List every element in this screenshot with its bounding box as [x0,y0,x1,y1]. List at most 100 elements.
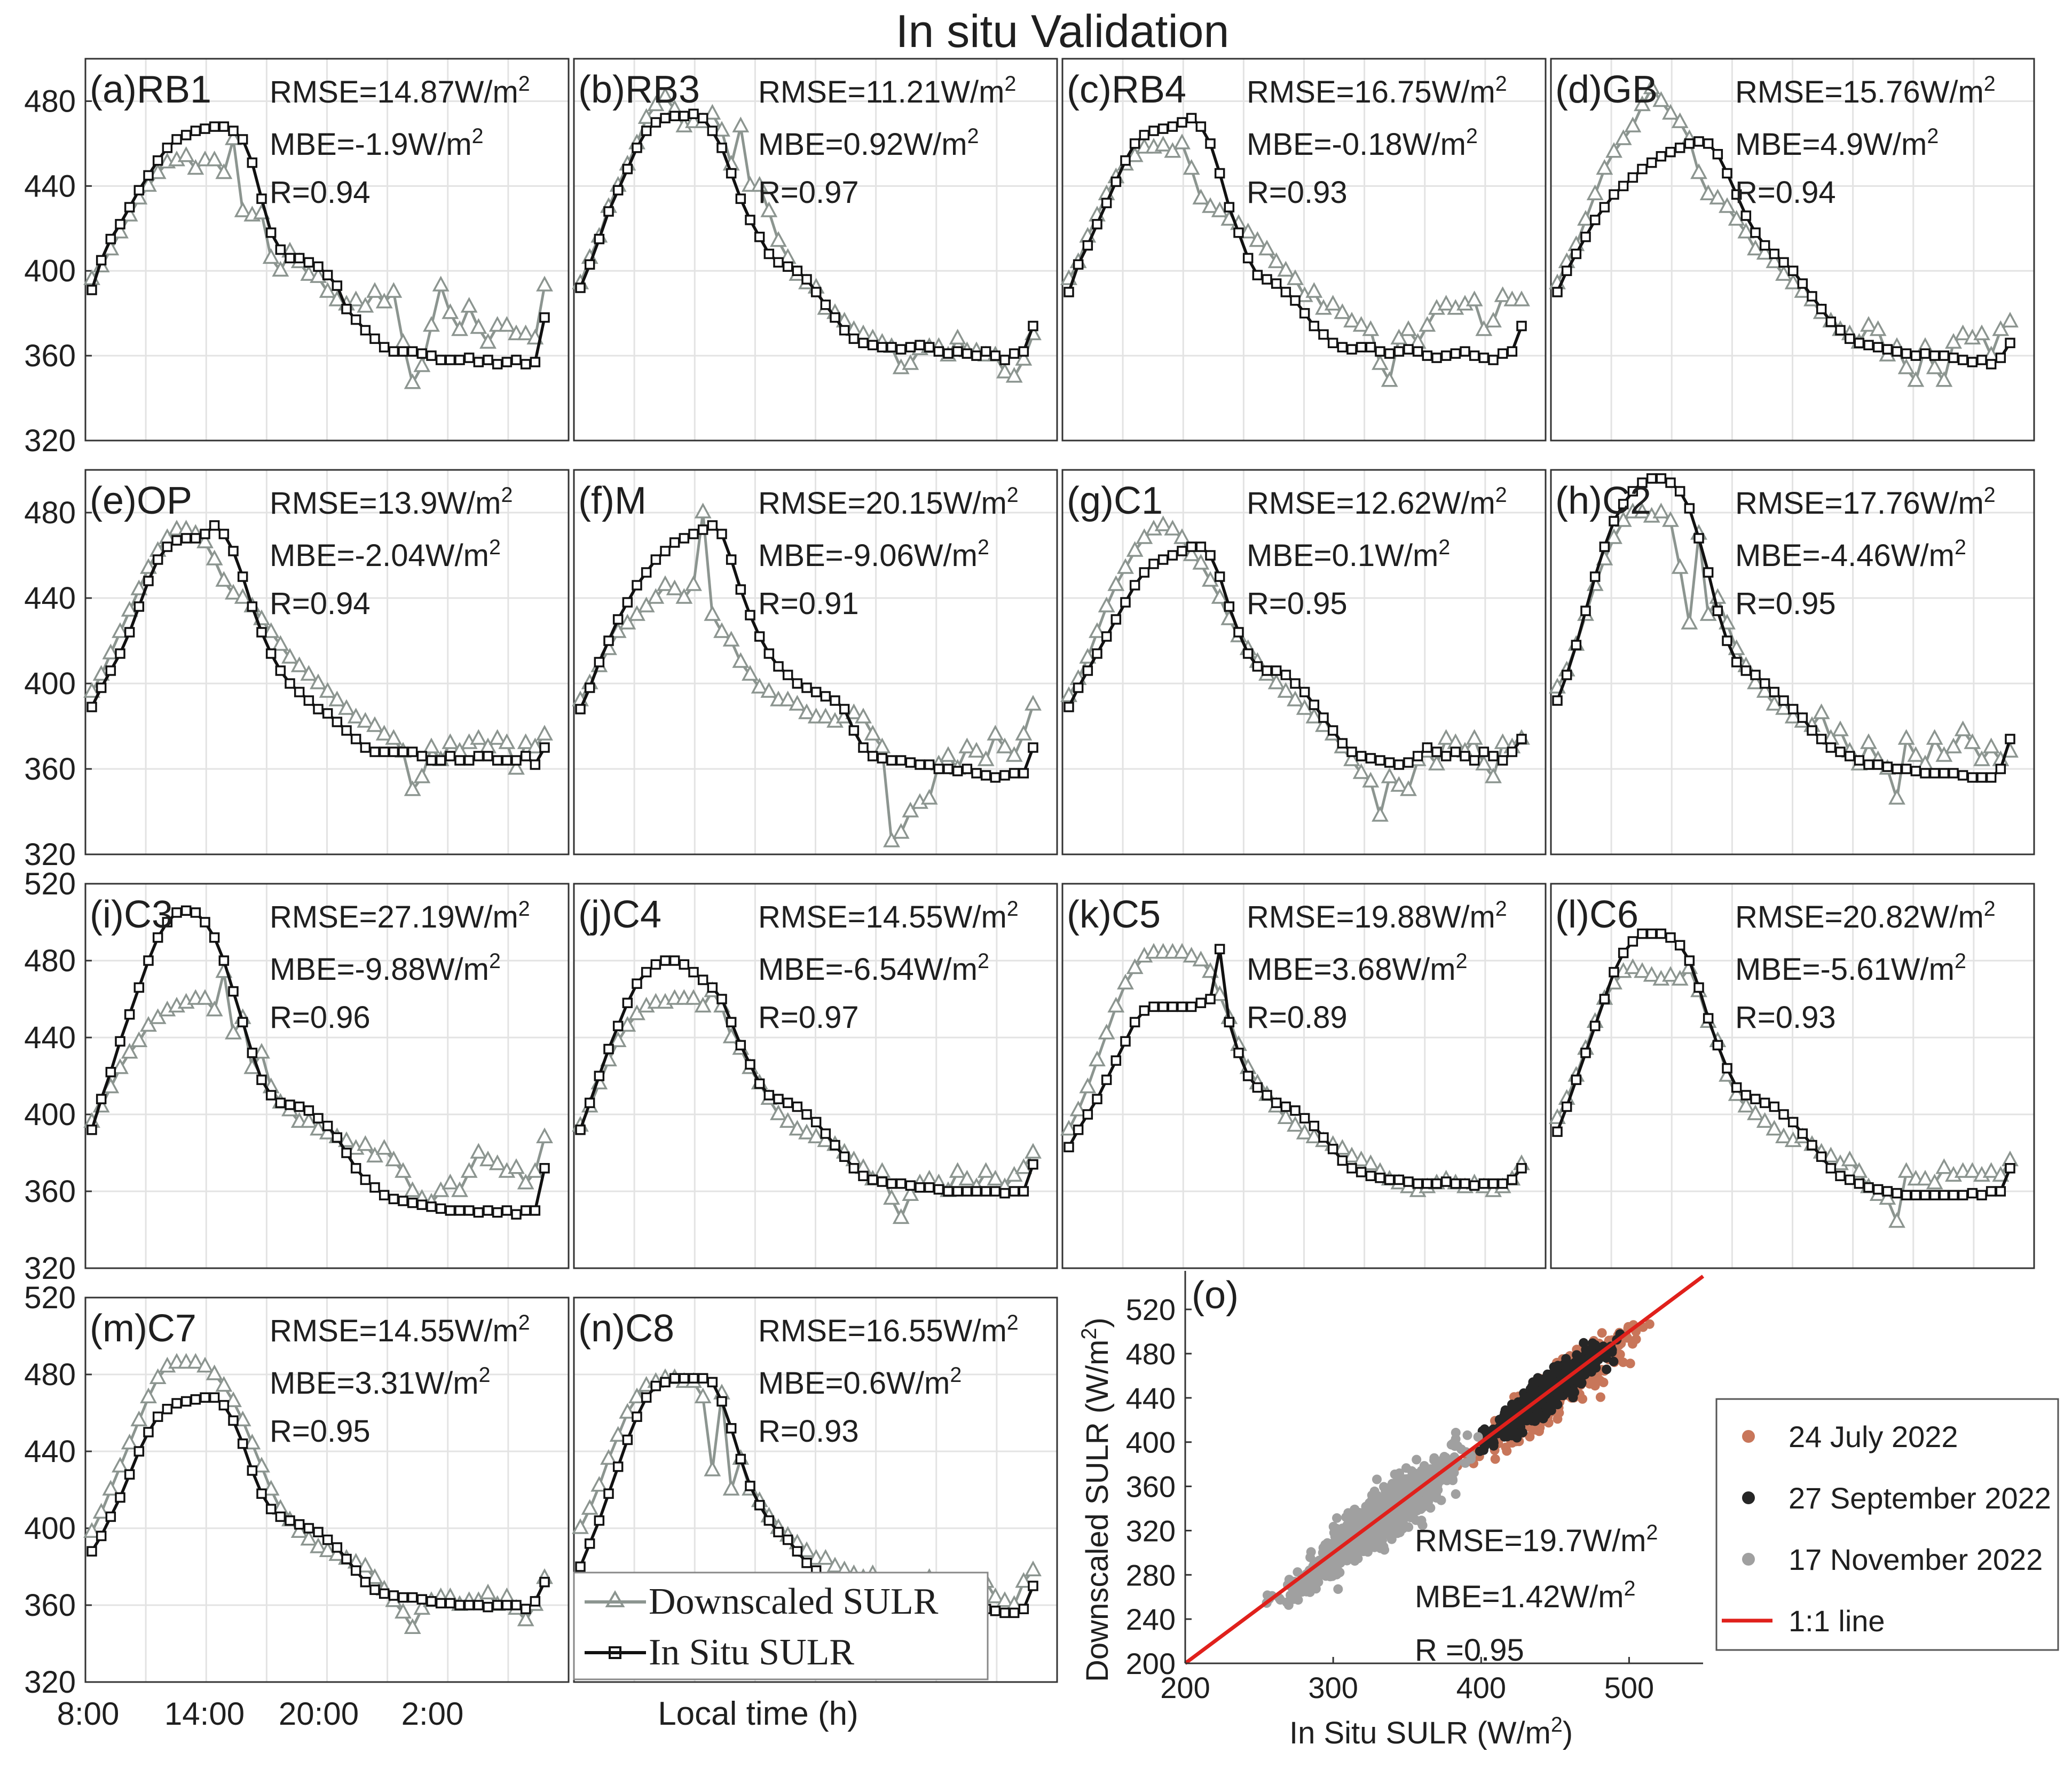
downscaled-point [1737,1096,1755,1113]
insitu-point [1863,759,1874,770]
downscaled-point [581,1499,598,1515]
insitu-point [218,1400,230,1411]
insitu-point [1797,1128,1808,1139]
insitu-point [124,1469,135,1480]
insitu-point [1825,742,1837,753]
insitu-point [1252,661,1263,672]
insitu-point [1384,1174,1395,1185]
insitu-point [1854,337,1865,349]
downscaled-point [1964,1162,1981,1178]
insitu-point [1948,768,1959,779]
insitu-point [641,966,652,978]
line-legend: Downscaled SULR In Situ SULR [573,1571,989,1680]
insitu-point [379,342,390,352]
downscaled-point [958,737,976,753]
insitu-point [745,1481,755,1491]
scatter-point-july [1597,1328,1607,1338]
downscaled-point [1352,1150,1370,1167]
mbe-label: MBE=-4.46W/m2 [1735,536,1966,573]
panel-a: 320 360 400 440 480 (a)RB1 RMSE=14.87W/m2 MBE=-… [24,58,570,458]
insitu-point [1460,1178,1470,1189]
downscaled-point [470,318,487,334]
insitu-point [1976,1190,1987,1200]
insitu-point [105,1511,116,1522]
downscaled-point [1352,316,1370,332]
downscaled-point [1926,729,1943,745]
downscaled-point [1089,1050,1106,1066]
scatter-point-november [1329,1528,1339,1538]
insitu-point [1431,352,1442,363]
scatter-point-november [1401,1481,1411,1491]
insitu-point [200,917,210,928]
insitu-point [971,1186,982,1197]
insitu-point [180,533,192,544]
downscaled-point [713,121,730,137]
downscaled-point [338,699,355,715]
downscaled-point [395,333,412,349]
downscaled-point [996,1591,1013,1607]
rmse-label: RMSE=27.19W/m2 [270,897,530,934]
insitu-point [603,1488,614,1499]
downscaled-point [1992,1166,2010,1182]
downscaled-point [732,116,750,132]
insitu-point [1177,117,1187,128]
downscaled-point [1634,502,1651,518]
line-legend-box [573,1571,989,1680]
insitu-point [773,1094,784,1104]
downscaled-point [526,737,544,753]
insitu-point [256,1074,267,1085]
scatter-x-tick-label: 300 [1308,1671,1358,1704]
rmse-label: RMSE=16.55W/m2 [758,1311,1019,1348]
downscaled-point [1756,243,1774,260]
downscaled-point [215,571,233,587]
insitu-point [1167,121,1178,132]
insitu-point [1507,747,1518,757]
downscaled-point [272,261,289,277]
scatter-point-september [1527,1381,1537,1392]
mbe-label: MBE=0.1W/m2 [1247,536,1450,573]
insitu-point [1693,533,1704,544]
downscaled-point [225,1391,242,1408]
insitu-point [332,717,343,727]
insitu-point [716,529,727,539]
y-tick-label: 480 [24,944,76,978]
insitu-point [1750,670,1761,680]
downscaled-point [1343,1146,1360,1162]
y-tick-label: 320 [24,1665,76,1700]
insitu-point [350,314,361,325]
scatter-point-july [1525,1432,1535,1442]
downscaled-point [310,1120,327,1136]
insitu-point [1637,928,1648,939]
insitu-point [350,734,361,744]
insitu-point [1139,567,1150,578]
downscaled-point [940,746,957,762]
downscaled-point [760,201,778,217]
insitu-point [105,1067,116,1078]
insitu-point [697,113,708,123]
insitu-point [895,755,907,766]
insitu-point [688,966,699,978]
insitu-point [322,1120,333,1131]
insitu-point [1356,1167,1367,1177]
rmse-label: RMSE=12.62W/m2 [1247,483,1507,521]
insitu-point [763,1515,775,1526]
downscaled-point [619,1016,636,1032]
insitu-point [1684,955,1695,966]
insitu-point [332,1542,343,1553]
panel-frame [1550,58,2035,442]
insitu-point [1986,359,1997,370]
insitu-point [980,346,991,357]
insitu-point [275,665,286,676]
insitu-point [1018,768,1029,779]
downscaled-point [1107,996,1125,1013]
insitu-point [1337,738,1348,749]
insitu-point [1497,755,1508,766]
downscaled-point [442,1173,459,1190]
insitu-point [492,1600,503,1610]
insitu-point [1580,606,1591,616]
downscaled-point [1025,695,1042,711]
insitu-point [1412,1178,1423,1189]
scatter-point-november [1442,1475,1452,1486]
insitu-point [86,1546,97,1557]
insitu-point [1120,155,1131,166]
